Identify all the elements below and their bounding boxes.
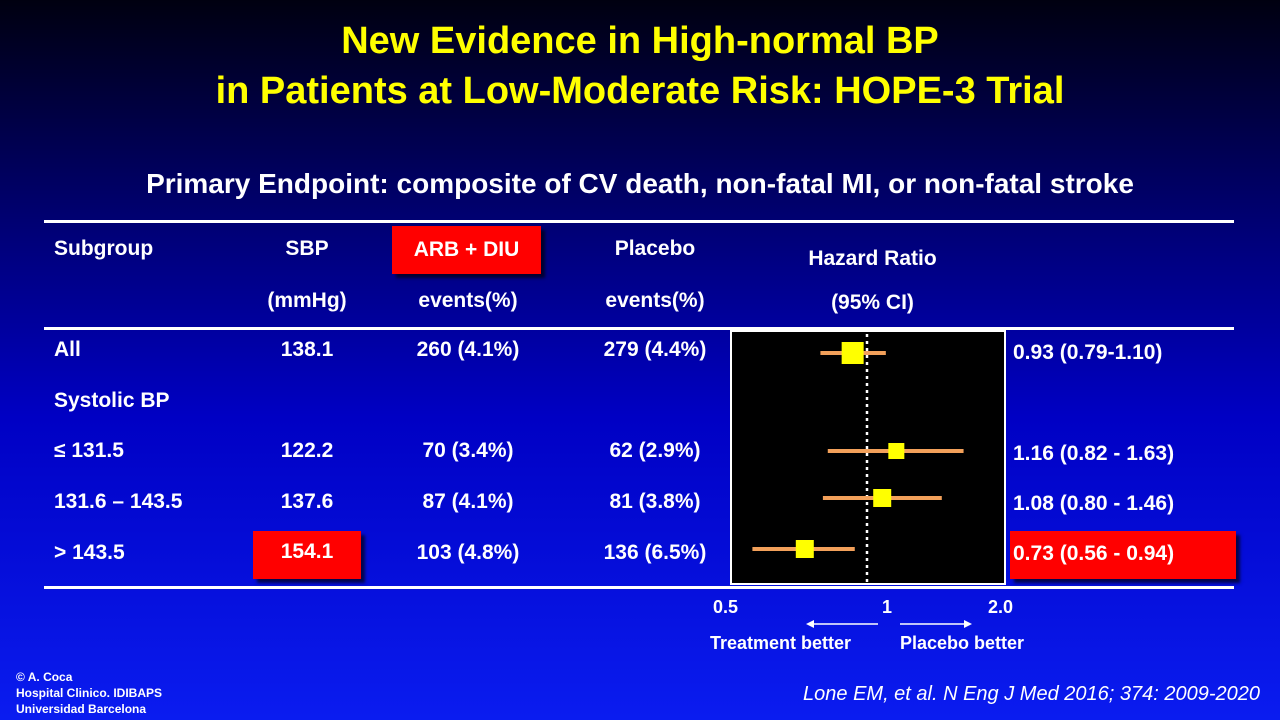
institution-line1: Hospital Clinico. IDIBAPS xyxy=(16,686,163,700)
placebo-better-arrowhead xyxy=(964,620,972,628)
row-all-subgroup: All xyxy=(54,338,81,361)
table-bottom-rule xyxy=(44,586,1234,589)
row-low-hr: 1.16 (0.82 - 1.63) xyxy=(1013,442,1175,465)
row-high-placebo: 136 (6.5%) xyxy=(603,541,707,564)
row-mid-subgroup: 131.6 – 143.5 xyxy=(54,490,183,513)
citation: Lone EM, et al. N Eng J Med 2016; 374: 2… xyxy=(803,683,1260,705)
row-mid-sbp: 137.6 xyxy=(280,490,334,513)
header-sbp-unit: (mmHg) xyxy=(267,289,347,312)
hr-marker-0 xyxy=(841,342,864,364)
row-low-placebo: 62 (2.9%) xyxy=(609,439,701,462)
header-placebo-events: events(%) xyxy=(605,289,705,312)
row-systolic-label: Systolic BP xyxy=(54,389,170,412)
institution-line2: Universidad Barcelona xyxy=(16,702,147,716)
row-mid-arb: 87 (4.1%) xyxy=(422,490,514,513)
row-low-arb: 70 (3.4%) xyxy=(422,439,514,462)
row-all-placebo: 279 (4.4%) xyxy=(603,338,707,361)
table-top-rule xyxy=(44,220,1234,223)
forest-plot-area xyxy=(730,330,1006,585)
row-high-sbp: 154.1 xyxy=(253,531,361,579)
header-placebo: Placebo xyxy=(614,237,696,260)
placebo-better-label: Placebo better xyxy=(900,633,1025,653)
row-mid-placebo: 81 (3.8%) xyxy=(609,490,701,513)
row-low-subgroup: ≤ 131.5 xyxy=(54,439,124,462)
treatment-better-arrowhead xyxy=(806,620,814,628)
row-all-hr: 0.93 (0.79-1.10) xyxy=(1013,341,1163,364)
row-high-arb: 103 (4.8%) xyxy=(416,541,520,564)
header-subgroup: Subgroup xyxy=(54,237,154,260)
header-arb-diu: ARB + DIU xyxy=(392,226,541,274)
row-high-subgroup: > 143.5 xyxy=(54,541,125,564)
x-tick-1: 1 xyxy=(882,597,893,617)
hr-marker-1 xyxy=(888,443,905,459)
row-all-sbp: 138.1 xyxy=(280,338,334,361)
slide-title-line1: New Evidence in High-normal BP xyxy=(341,20,939,62)
table-header-rule xyxy=(44,327,1234,330)
header-hazard-ci: (95% CI) xyxy=(831,291,914,314)
hr-marker-2 xyxy=(873,489,892,507)
header-arb-events: events(%) xyxy=(418,289,518,312)
copyright-text: © A. Coca xyxy=(16,670,73,684)
row-all-arb: 260 (4.1%) xyxy=(416,338,520,361)
row-mid-hr: 1.08 (0.80 - 1.46) xyxy=(1013,492,1175,515)
slide-title-line2: in Patients at Low-Moderate Risk: HOPE-3… xyxy=(215,70,1065,112)
hr-marker-3 xyxy=(795,540,814,558)
x-tick-0-5: 0.5 xyxy=(713,597,739,617)
slide-subtitle: Primary Endpoint: composite of CV death,… xyxy=(146,168,1134,199)
row-high-hr: 0.73 (0.56 - 0.94) xyxy=(1010,531,1236,579)
header-hazard-ratio: Hazard Ratio xyxy=(808,247,937,270)
x-tick-2: 2.0 xyxy=(988,597,1014,617)
header-sbp: SBP xyxy=(285,237,329,260)
treatment-better-label: Treatment better xyxy=(710,633,852,653)
row-low-sbp: 122.2 xyxy=(280,439,334,462)
